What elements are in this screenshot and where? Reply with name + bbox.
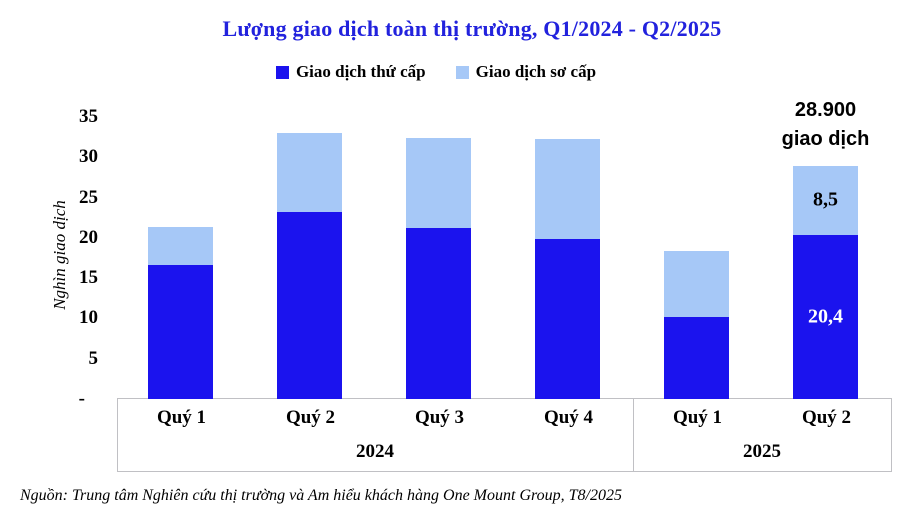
bar-segment-secondary <box>277 212 342 399</box>
chart-title: Lượng giao dịch toàn thị trường, Q1/2024… <box>222 16 722 41</box>
x-tick-label: Quý 1 <box>672 407 723 428</box>
x-tick-label: Quý 2 <box>285 407 336 428</box>
legend-item-secondary: Giao dịch thứ cấp <box>275 62 426 82</box>
annotation-line-1: 28.900 <box>794 99 857 121</box>
x-tick-label: Quý 1 <box>156 407 207 428</box>
bar-segment-primary <box>406 137 471 229</box>
bar-annotation: 28.900 giao dịch <box>782 96 870 154</box>
bar-segment-primary <box>664 250 729 317</box>
legend-label-secondary: Giao dịch thứ cấp <box>295 62 426 81</box>
bar-value-label: 20,4 <box>808 305 843 328</box>
legend: Giao dịch thứ cấp Giao dịch sơ cấp <box>0 62 872 82</box>
x-axis-box: Quý 1 Quý 2 Quý 3 Quý 4 Quý 1 Quý 2 2024 2025 <box>117 398 892 472</box>
bar-segment-primary <box>535 138 600 239</box>
bar-segment-secondary <box>406 228 471 399</box>
year-group-divider <box>633 399 634 471</box>
y-tick-label: 15 <box>79 267 98 289</box>
bar-segment-primary <box>793 166 858 235</box>
x-tick-label: Quý 3 <box>414 407 465 428</box>
x-year-label: 2024 <box>356 441 394 462</box>
legend-label-primary: Giao dịch sơ cấp <box>475 62 597 81</box>
legend-swatch-secondary-icon <box>275 65 289 79</box>
source-note: Nguồn: Trung tâm Nghiên cứu thị trường v… <box>20 487 622 504</box>
y-tick-label: 25 <box>79 186 98 208</box>
y-tick-zero: - <box>78 388 85 409</box>
bar-segment-secondary <box>148 265 213 399</box>
y-axis-label: Nghìn giao dịch <box>50 200 69 310</box>
annotation-line-2: giao dịch <box>781 128 870 150</box>
bar-segment-primary <box>277 133 342 212</box>
x-tick-label: Quý 4 <box>543 407 594 428</box>
y-tick-label: 30 <box>79 146 98 168</box>
x-year-label: 2025 <box>743 441 781 462</box>
bar-segment-secondary <box>535 238 600 399</box>
x-tick-label: Quý 2 <box>801 407 852 428</box>
legend-swatch-primary-icon <box>455 65 469 79</box>
bar-segment-secondary <box>793 234 858 399</box>
bar-value-label: 8,5 <box>813 188 838 211</box>
y-tick-label: 10 <box>79 307 98 329</box>
y-tick-label: 20 <box>79 226 98 248</box>
y-tick-label: 5 <box>88 347 99 369</box>
bar-segment-secondary <box>664 316 729 399</box>
y-tick-label: 35 <box>79 105 98 127</box>
bar-segment-primary <box>148 227 213 266</box>
legend-item-primary: Giao dịch sơ cấp <box>455 62 597 82</box>
